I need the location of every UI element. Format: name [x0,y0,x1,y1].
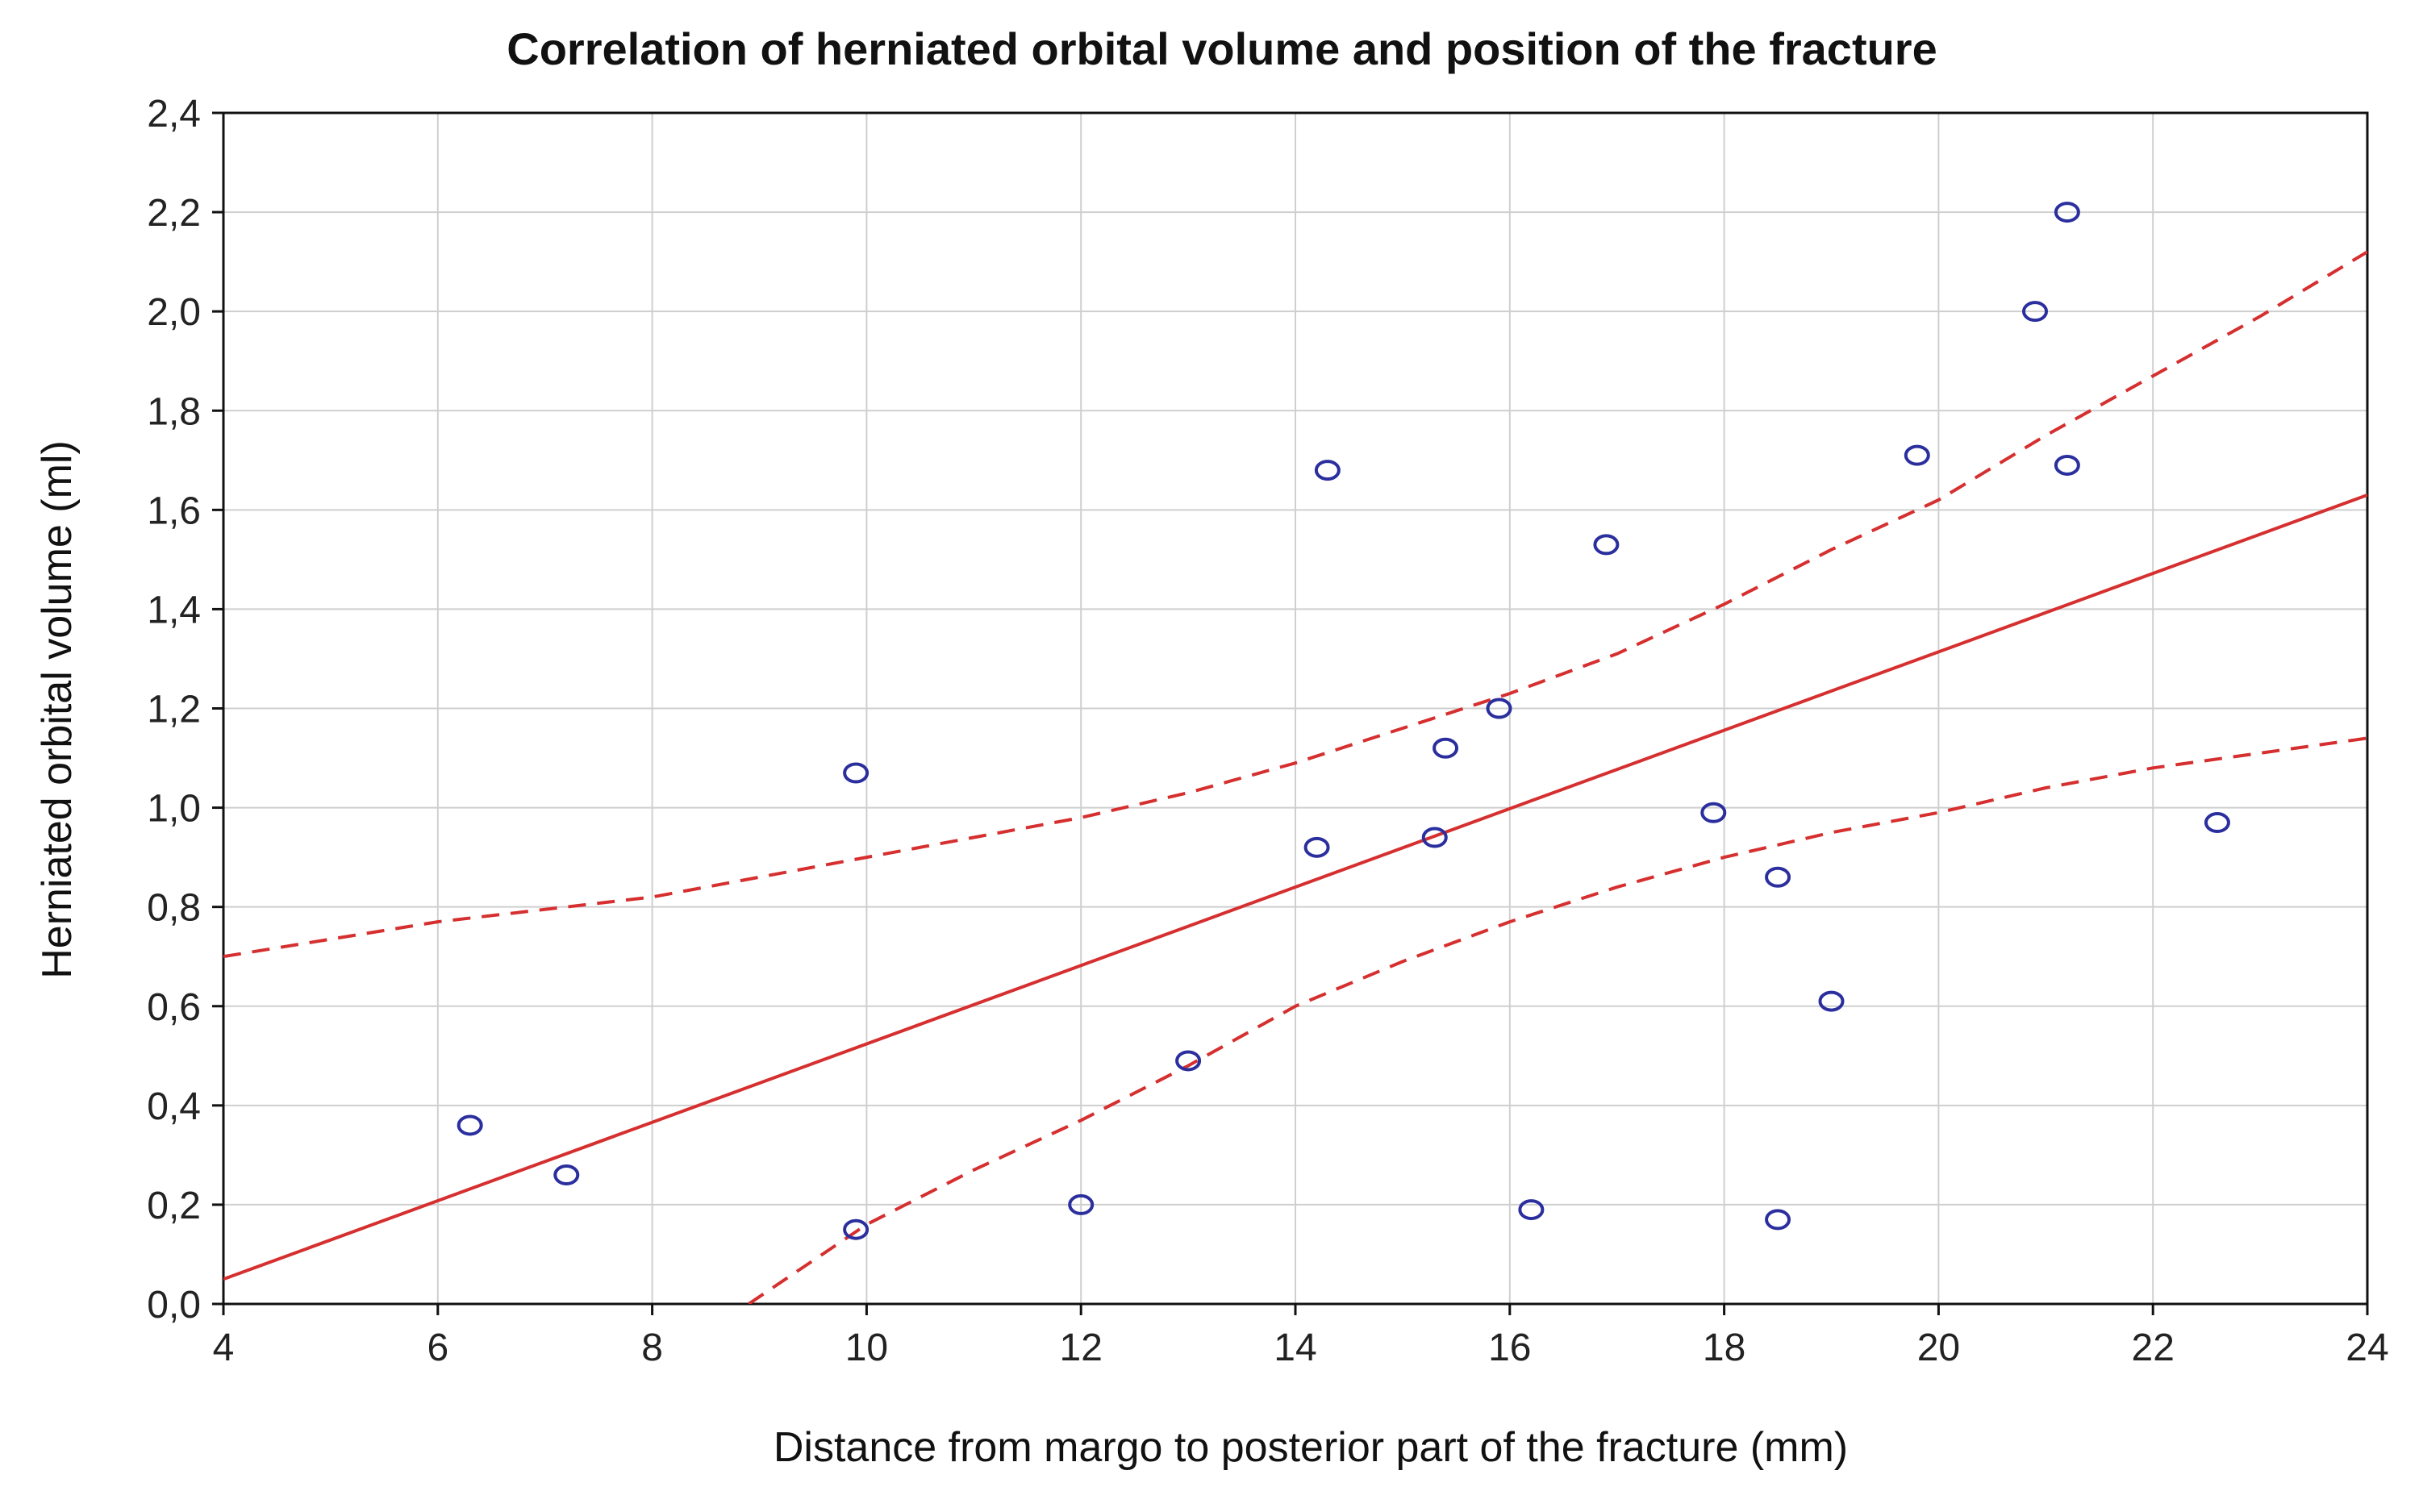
x-tick-label: 6 [427,1327,448,1369]
y-tick-label: 0,2 [147,1185,201,1227]
data-point [1765,1209,1791,1231]
data-point [553,1164,580,1185]
data-point [1904,444,1930,466]
y-tick-label: 0,0 [147,1284,201,1327]
plot-area: 4 6 8 10 12 14 16 18 20 22 24 0,0 0,2 0,4 0,6 0,8 1,0 1,2… [147,93,2388,1369]
x-tick-label: 12 [1060,1327,1103,1369]
y-tick-label: 2,4 [147,93,201,135]
lower-confidence-band [748,736,2367,1304]
data-point [1175,1050,1202,1072]
y-tick-label: 0,6 [147,986,201,1029]
y-tick-label: 1,2 [147,689,201,731]
x-tick-label: 18 [1703,1327,1745,1369]
regression-line [223,493,2367,1281]
data-point [1818,990,1845,1012]
y-tick-label: 1,6 [147,489,201,532]
data-point [1303,836,1330,858]
x-tick-label: 22 [2132,1327,2175,1369]
data-point [1518,1199,1545,1221]
data-point [2054,454,2080,476]
x-tick-label: 10 [845,1327,888,1369]
y-tick-label: 0,8 [147,887,201,930]
data-point [1765,866,1791,888]
y-tick-label: 0,4 [147,1085,201,1128]
x-tick-label: 14 [1274,1327,1316,1369]
x-tick-label: 4 [213,1327,235,1369]
y-tick-label: 1,4 [147,589,201,631]
y-tick-label: 2,0 [147,291,201,334]
chart-title: Correlation of herniated orbital volume … [507,23,1937,74]
x-tick-label: 20 [1917,1327,1960,1369]
x-tick-label: 24 [2346,1327,2388,1369]
y-axis-label: Herniated orbital volume (ml) [34,440,81,979]
x-axis-label: Distance from margo to posterior part of… [774,1424,1848,1471]
data-point [1068,1193,1095,1215]
data-point [843,1218,870,1240]
data-point [843,762,870,784]
data-point [1593,534,1620,556]
data-point [1421,827,1448,848]
x-tick-label: 8 [641,1327,663,1369]
x-tick-label: 16 [1488,1327,1531,1369]
data-point [2204,812,2230,834]
data-point [1433,737,1459,759]
data-point [2022,301,2049,323]
y-tick-label: 2,2 [147,192,201,235]
data-point [457,1114,483,1136]
data-point [1700,802,1727,823]
y-tick-label: 1,8 [147,390,201,433]
data-point [1314,460,1341,481]
y-tick-label: 1,0 [147,788,201,831]
data-point [2054,202,2080,223]
upper-confidence-band [223,250,2367,959]
data-point [1486,698,1512,719]
